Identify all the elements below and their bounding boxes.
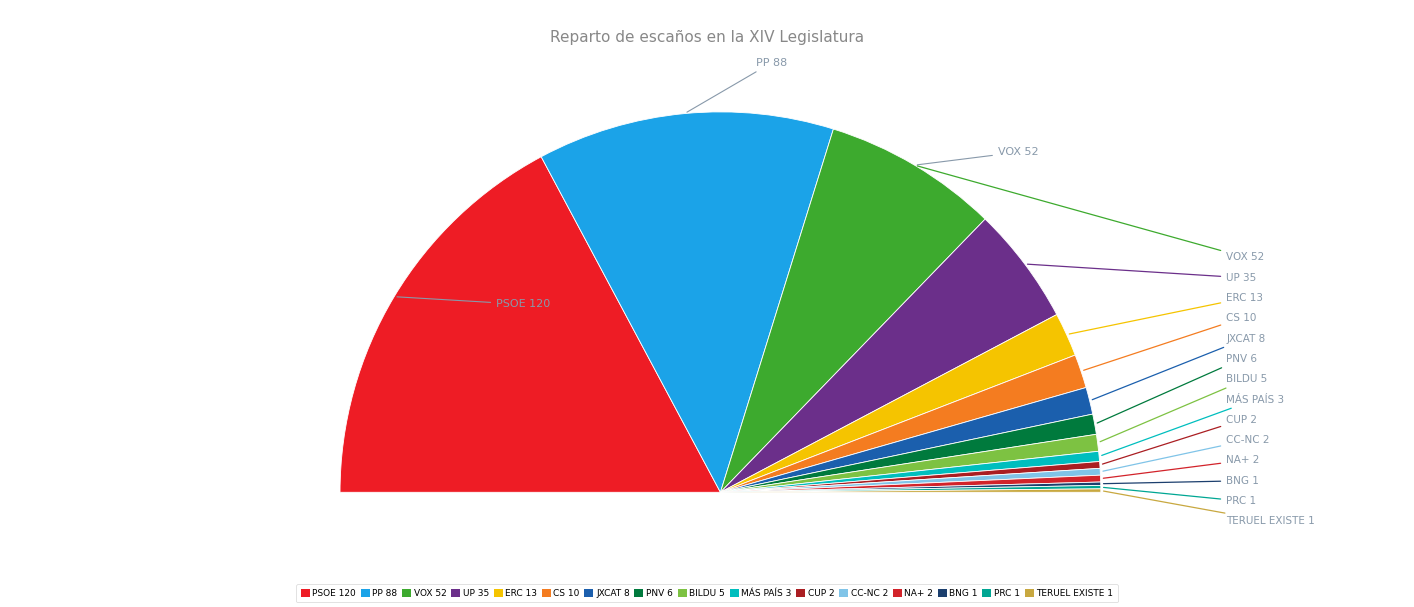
- Legend: PSOE 120, PP 88, VOX 52, UP 35, ERC 13, CS 10, JXCAT 8, PNV 6, BILDU 5, MÁS PAÍS: PSOE 120, PP 88, VOX 52, UP 35, ERC 13, …: [296, 585, 1118, 603]
- Text: PP 88: PP 88: [687, 58, 788, 112]
- Text: JXCAT 8: JXCAT 8: [1092, 334, 1266, 400]
- Text: CC-NC 2: CC-NC 2: [1103, 435, 1270, 471]
- Text: UP 35: UP 35: [1028, 264, 1257, 283]
- Wedge shape: [542, 112, 833, 492]
- Wedge shape: [720, 469, 1100, 492]
- Text: PSOE 120: PSOE 120: [397, 297, 550, 310]
- Wedge shape: [720, 387, 1093, 492]
- Wedge shape: [720, 219, 1056, 492]
- Wedge shape: [720, 461, 1100, 492]
- Wedge shape: [720, 475, 1100, 492]
- Text: MÁS PAÍS 3: MÁS PAÍS 3: [1102, 395, 1284, 455]
- Text: PRC 1: PRC 1: [1103, 487, 1256, 506]
- Wedge shape: [720, 486, 1102, 492]
- Wedge shape: [720, 434, 1099, 492]
- Wedge shape: [339, 157, 720, 492]
- Text: VOX 52: VOX 52: [918, 166, 1264, 262]
- Text: VOX 52: VOX 52: [918, 147, 1038, 165]
- Wedge shape: [720, 482, 1100, 492]
- Text: CS 10: CS 10: [1083, 313, 1257, 370]
- Text: TERUEL EXISTE 1: TERUEL EXISTE 1: [1103, 491, 1315, 526]
- Wedge shape: [720, 489, 1102, 492]
- Wedge shape: [720, 355, 1086, 492]
- Wedge shape: [720, 451, 1100, 492]
- Text: PNV 6: PNV 6: [1097, 354, 1257, 423]
- Text: BNG 1: BNG 1: [1103, 476, 1258, 486]
- Wedge shape: [720, 414, 1096, 492]
- Wedge shape: [720, 314, 1075, 492]
- Text: CUP 2: CUP 2: [1103, 415, 1257, 464]
- Text: Reparto de escaños en la XIV Legislatura: Reparto de escaños en la XIV Legislatura: [550, 30, 864, 46]
- Wedge shape: [720, 129, 986, 492]
- Text: ERC 13: ERC 13: [1069, 293, 1263, 334]
- Text: NA+ 2: NA+ 2: [1103, 455, 1260, 478]
- Text: BILDU 5: BILDU 5: [1100, 374, 1267, 442]
